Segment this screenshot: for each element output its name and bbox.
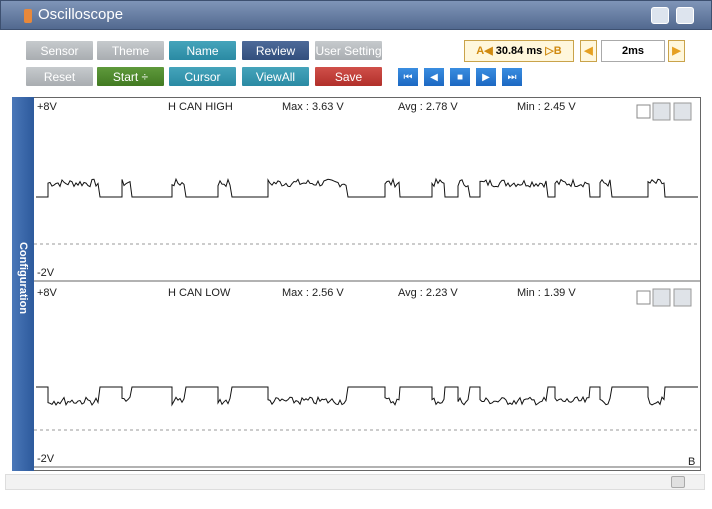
waveform xyxy=(36,386,698,407)
toolbar-button[interactable]: User Setting xyxy=(314,40,383,61)
toolbar-button[interactable]: Sensor xyxy=(25,40,94,61)
zoom-button[interactable] xyxy=(652,102,671,121)
channel-top: +8V xyxy=(37,101,58,113)
timebase-up[interactable]: ▶ xyxy=(668,40,685,62)
arrow: ◀ xyxy=(484,45,496,57)
toolbar-button[interactable]: Save xyxy=(314,66,383,87)
toolbar-button[interactable]: Reset xyxy=(25,66,94,87)
channel-name: H CAN LOW xyxy=(168,287,231,299)
close-button[interactable] xyxy=(673,102,692,121)
toolbar-button[interactable]: ViewAll xyxy=(241,66,310,87)
next-button[interactable]: ▶ xyxy=(475,67,497,87)
waveform xyxy=(36,177,698,198)
cursor-box: A◀ 30.84 ms ▷B xyxy=(464,40,574,62)
channel-bottom: -2V xyxy=(37,267,55,279)
prev-button[interactable]: ◀ xyxy=(423,67,445,87)
marker: B xyxy=(688,456,696,468)
channel-avg: Avg : 2.23 V xyxy=(398,287,458,299)
scrollbar[interactable] xyxy=(5,474,705,490)
channel-min: Min : 2.45 V xyxy=(517,101,576,113)
restore-button[interactable] xyxy=(651,7,669,24)
toolbar-button[interactable]: Start ÷ xyxy=(96,66,165,87)
toolbar-button[interactable]: Review xyxy=(241,40,310,61)
app-icon xyxy=(24,9,32,23)
close-button[interactable] xyxy=(673,288,692,307)
arrow: ▷ xyxy=(545,45,554,57)
cursor-b: B xyxy=(553,45,562,57)
zoom-button[interactable] xyxy=(652,288,671,307)
timebase: 2ms xyxy=(601,40,665,62)
channel-bottom: -2V xyxy=(37,453,55,465)
checkbox[interactable] xyxy=(636,104,651,119)
title-bar xyxy=(0,0,712,30)
cursor-a: A xyxy=(476,45,485,57)
channel-name: H CAN HIGH xyxy=(168,101,233,113)
channel-max: Max : 3.63 V xyxy=(282,101,344,113)
checkbox[interactable] xyxy=(636,290,651,305)
toolbar-button[interactable]: Cursor xyxy=(168,66,237,87)
first-button[interactable]: ⏮ xyxy=(397,67,419,87)
scroll-thumb[interactable] xyxy=(671,476,685,488)
timebase-down[interactable]: ◀ xyxy=(580,40,597,62)
channel-avg: Avg : 2.78 V xyxy=(398,101,458,113)
channel-min: Min : 1.39 V xyxy=(517,287,576,299)
channel-top: +8V xyxy=(37,287,58,299)
minimize-button[interactable] xyxy=(676,7,694,24)
last-button[interactable]: ⏭ xyxy=(501,67,523,87)
sidebar[interactable] xyxy=(12,97,34,471)
window-title: Oscilloscope xyxy=(38,6,124,23)
channel-max: Max : 2.56 V xyxy=(282,287,344,299)
toolbar-button[interactable]: Theme xyxy=(96,40,165,61)
stop-button[interactable]: ■ xyxy=(449,67,471,87)
toolbar-button[interactable]: Name xyxy=(168,40,237,61)
cursor-value: 30.84 ms xyxy=(495,45,543,57)
